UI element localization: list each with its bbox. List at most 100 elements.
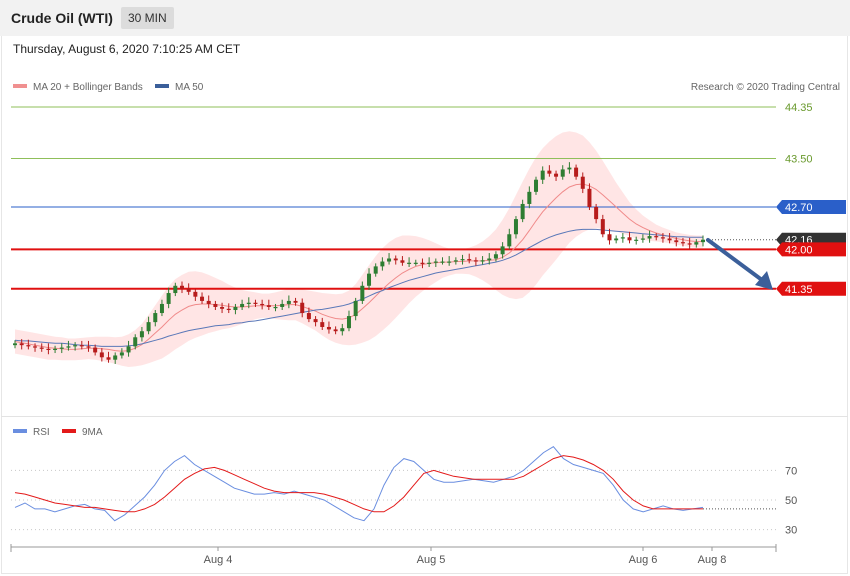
candle-body: [420, 262, 425, 264]
candle-body: [106, 357, 111, 360]
candle-body: [667, 238, 672, 241]
candle-body: [300, 302, 305, 314]
candle-body: [153, 313, 158, 323]
candle-body: [627, 237, 632, 241]
candle-body: [427, 262, 432, 264]
ma50-legend-label: MA 50: [175, 82, 204, 93]
candle-body: [580, 176, 585, 189]
candle-body: [39, 347, 44, 349]
candle-body: [547, 170, 552, 174]
level-label-42.70: 42.70: [785, 202, 813, 214]
candle-body: [139, 331, 144, 338]
chart-frame: [1, 36, 848, 574]
candle-body: [360, 285, 365, 301]
candle-body: [500, 246, 505, 255]
projection-arrowhead: [755, 271, 773, 290]
candle-body: [467, 259, 472, 261]
x-axis-layer: Aug 4 Aug 5 Aug 6 Aug 8: [10, 544, 777, 566]
candle-body: [26, 345, 31, 347]
ma20-legend-label: MA 20 + Bollinger Bands: [33, 82, 143, 93]
level-label-42.00: 42.00: [785, 244, 813, 256]
candle-body: [260, 303, 265, 306]
candle-body: [306, 313, 311, 320]
candle-body: [33, 346, 38, 348]
candle-body: [560, 169, 565, 177]
candle-body: [367, 273, 372, 286]
candle-body: [226, 308, 231, 311]
candle-body: [527, 191, 532, 204]
candle-body: [293, 300, 298, 303]
candle-body: [620, 237, 625, 239]
level-tag-42.70: [776, 199, 846, 214]
candle-body: [99, 352, 104, 358]
candle-body: [520, 203, 525, 220]
bollinger-band: [15, 131, 703, 367]
candle-body: [447, 261, 452, 263]
candle-body: [73, 345, 78, 347]
candle-body: [400, 260, 405, 263]
candle-body: [567, 167, 572, 170]
candle-body: [480, 260, 485, 262]
candle-body: [173, 285, 178, 294]
candle-body: [46, 348, 51, 351]
candle-body: [280, 303, 285, 307]
candle-body: [440, 261, 445, 263]
ma50-legend-icon: [155, 84, 169, 88]
candle-body: [206, 300, 211, 304]
candle-body: [273, 306, 278, 309]
rsi-ma9-line: [14, 455, 703, 513]
rsi-tick-70: 70: [785, 465, 797, 477]
candle-body: [159, 303, 164, 314]
level-tag-42.00: [776, 242, 846, 257]
candle-body: [507, 234, 512, 247]
candle-body: [600, 219, 605, 235]
candle-body: [246, 302, 251, 304]
candle-body: [79, 345, 84, 347]
candle-body: [200, 296, 205, 301]
candle-body: [433, 261, 438, 263]
candle-body: [19, 343, 24, 346]
candle-body: [680, 242, 685, 244]
rsi-layer: 30 50 70: [11, 446, 797, 537]
candle-body: [554, 173, 559, 177]
ma9-legend-icon: [62, 429, 76, 433]
candle-body: [126, 346, 131, 353]
candle-body: [326, 326, 331, 330]
candle-body: [313, 319, 318, 323]
candle-body: [193, 291, 198, 297]
candle-body: [540, 170, 545, 180]
candle-body: [333, 329, 338, 332]
candle-body: [53, 348, 58, 351]
ma20-legend-icon: [13, 84, 27, 88]
x-tick-label: Aug 6: [629, 554, 658, 566]
rsi-tick-50: 50: [785, 495, 797, 507]
candle-body: [93, 347, 98, 353]
instrument-title: Crude Oil (WTI): [11, 10, 113, 26]
candle-body: [413, 262, 418, 264]
candle-body: [407, 262, 412, 264]
candle-body: [513, 219, 518, 235]
candle-body: [266, 305, 271, 307]
candle-body: [380, 261, 385, 267]
rsi-legend-label: RSI: [33, 427, 50, 438]
candle-body: [373, 266, 378, 274]
candle-body: [607, 234, 612, 241]
timeframe-button[interactable]: 30 MIN: [121, 7, 174, 29]
x-tick-label: Aug 8: [698, 554, 727, 566]
candle-body: [473, 260, 478, 262]
candle-body: [86, 346, 91, 348]
candle-body: [701, 239, 705, 243]
candle-body: [493, 254, 498, 259]
credit-label: Research © 2020 Trading Central: [691, 82, 840, 93]
candle-body: [660, 237, 665, 239]
candle-body: [113, 355, 118, 360]
candle-body: [694, 242, 699, 245]
candle-body: [387, 258, 392, 262]
candle-body: [640, 238, 645, 240]
rsi-tick-30: 30: [785, 525, 797, 537]
ma50-line: [14, 228, 703, 347]
level-tag-41.35: [776, 281, 846, 296]
candle-body: [647, 236, 652, 239]
